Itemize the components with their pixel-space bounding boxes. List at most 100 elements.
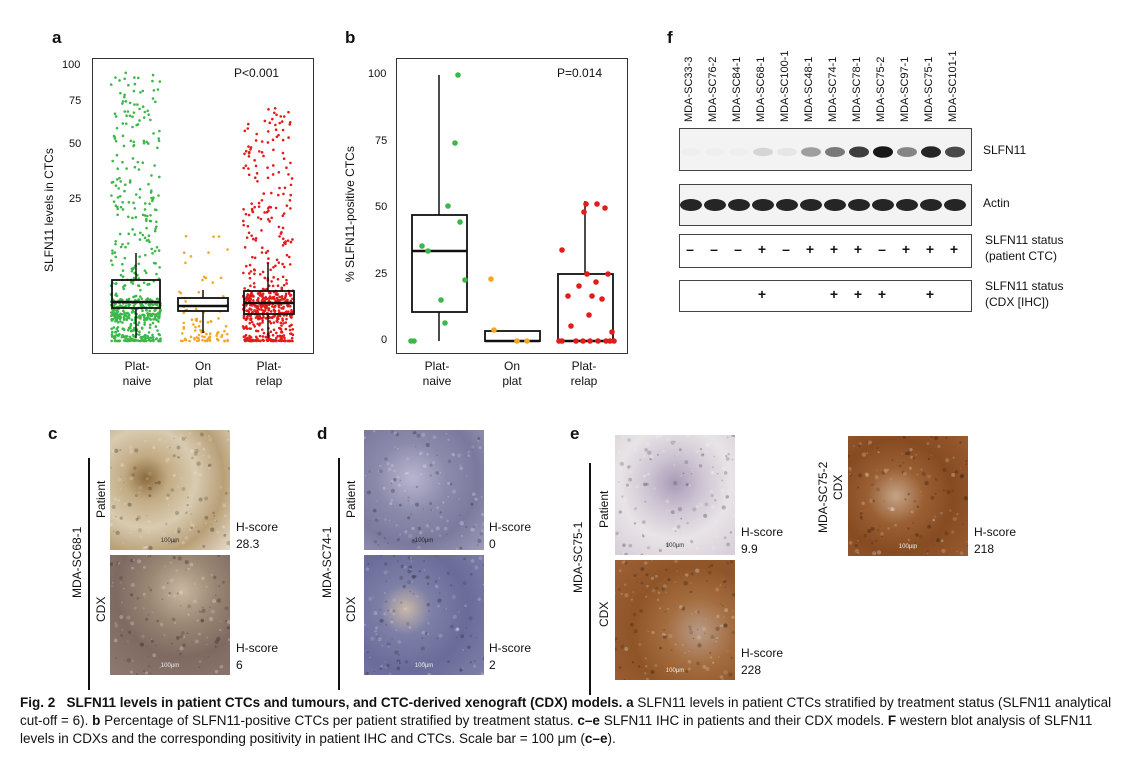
dot xyxy=(123,77,126,81)
status-sign: – xyxy=(686,241,694,257)
dot xyxy=(128,101,132,105)
dot xyxy=(142,141,146,145)
dot xyxy=(279,330,283,334)
dot xyxy=(253,285,256,289)
dot xyxy=(123,183,127,187)
dot xyxy=(260,199,264,202)
dot xyxy=(189,255,193,258)
dot xyxy=(242,207,245,211)
dot xyxy=(116,167,119,171)
dot xyxy=(276,277,280,281)
dot xyxy=(158,80,162,83)
dot xyxy=(278,121,282,125)
panel-c-letter: c xyxy=(48,424,58,443)
dot xyxy=(159,339,162,343)
dot xyxy=(256,305,260,308)
dot xyxy=(125,317,128,320)
panel-d-cdx-image: 100μm xyxy=(364,555,484,675)
dot xyxy=(262,192,266,195)
panel-e-patient-hscore: H-score 9.9 xyxy=(741,525,784,556)
panel-b-ytick-50: 50 xyxy=(375,201,388,213)
dot xyxy=(154,313,157,316)
dot xyxy=(289,339,293,343)
dot xyxy=(584,271,590,277)
dot xyxy=(138,238,142,241)
dot xyxy=(251,210,255,214)
dot xyxy=(256,337,259,341)
dot xyxy=(285,253,289,257)
dot xyxy=(114,282,117,286)
dot xyxy=(226,339,230,343)
status-sign: + xyxy=(805,241,815,257)
dot xyxy=(127,83,130,87)
dot xyxy=(255,339,258,343)
dot xyxy=(281,214,285,217)
dot xyxy=(266,249,270,253)
panel-a-letter: a xyxy=(52,28,62,47)
dot xyxy=(119,273,123,277)
dot xyxy=(269,310,273,313)
dot xyxy=(603,338,609,344)
panel-b-ytick-0: 0 xyxy=(381,334,388,346)
panel-c-patient-hscore: H-score 28.3 xyxy=(236,520,279,551)
dot xyxy=(254,309,257,312)
dot xyxy=(138,107,141,111)
dot xyxy=(269,268,272,272)
dot xyxy=(247,272,251,275)
dot xyxy=(281,226,285,230)
panel-f-letter: f xyxy=(667,28,673,47)
dot xyxy=(286,310,289,314)
panel-e-patient-image: 100μm xyxy=(615,435,735,555)
dot xyxy=(250,207,254,211)
dot xyxy=(283,265,286,269)
lane-label: MDA-SC97-1 xyxy=(899,56,911,122)
dot xyxy=(156,329,159,332)
dot xyxy=(249,317,252,320)
dot xyxy=(110,194,113,197)
dot xyxy=(258,150,261,153)
dot xyxy=(114,204,118,208)
dot xyxy=(284,292,288,296)
dot xyxy=(273,310,276,313)
slfn11-band xyxy=(849,146,869,158)
dot xyxy=(138,333,141,336)
dot xyxy=(264,335,267,339)
dot xyxy=(155,272,158,276)
dot xyxy=(133,82,137,86)
lane-label: MDA-SC48-1 xyxy=(803,56,815,122)
dot xyxy=(275,319,279,323)
dot xyxy=(247,167,250,170)
dot xyxy=(599,296,605,302)
dot xyxy=(288,120,292,124)
dot xyxy=(131,157,135,160)
dot xyxy=(113,112,117,116)
dot xyxy=(131,216,134,220)
dot xyxy=(118,314,122,318)
dot xyxy=(267,299,271,302)
dot xyxy=(281,339,285,343)
panel-e-cdx2-image: 100μm xyxy=(848,436,968,556)
dot xyxy=(112,304,116,307)
dot xyxy=(580,338,586,344)
lane-label: MDA-SC100-1 xyxy=(779,50,791,122)
dot xyxy=(155,303,159,307)
dot xyxy=(118,333,121,336)
dot xyxy=(151,335,155,339)
dot xyxy=(122,309,125,313)
dot xyxy=(131,115,134,119)
dot xyxy=(247,155,251,158)
panel-c-cdx-label: CDX xyxy=(94,596,108,622)
dot xyxy=(115,308,119,312)
slfn11-band xyxy=(873,146,893,158)
lane-label: MDA-SC68-1 xyxy=(755,56,767,122)
panel-d-letter: d xyxy=(317,424,328,443)
dot xyxy=(112,326,116,329)
dot xyxy=(138,295,142,298)
dot xyxy=(111,313,114,317)
dot xyxy=(246,127,250,130)
dot xyxy=(118,317,122,321)
dot xyxy=(261,335,265,338)
dot xyxy=(127,297,131,301)
status-sign: – xyxy=(782,241,790,257)
dot xyxy=(264,307,268,310)
